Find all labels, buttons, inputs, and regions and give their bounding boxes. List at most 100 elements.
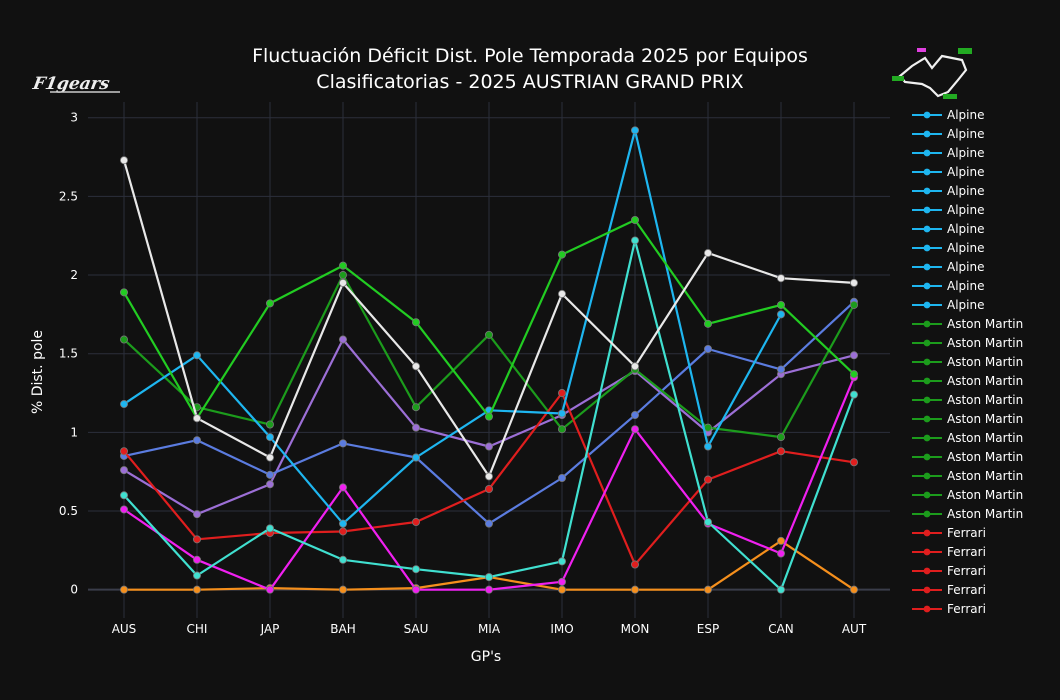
data-point[interactable] [120,447,129,456]
data-point[interactable] [338,271,347,280]
data-point[interactable] [192,571,201,580]
data-point[interactable] [777,300,786,309]
data-point[interactable] [850,300,859,309]
data-point[interactable] [777,549,786,558]
legend-item[interactable]: Alpine [912,241,984,255]
data-point[interactable] [777,310,786,319]
data-point[interactable] [192,351,201,360]
data-point[interactable] [265,585,274,594]
legend-item[interactable]: Ferrari [912,564,986,578]
data-point[interactable] [484,573,493,582]
data-point[interactable] [120,466,129,475]
data-point[interactable] [484,412,493,421]
data-point[interactable] [704,319,713,328]
data-point[interactable] [338,261,347,270]
data-point[interactable] [704,442,713,451]
data-point[interactable] [484,484,493,493]
data-point[interactable] [704,518,713,527]
data-point[interactable] [704,585,713,594]
data-point[interactable] [411,403,420,412]
data-point[interactable] [777,447,786,456]
legend-item[interactable]: Aston Martin [912,393,1023,407]
data-point[interactable] [631,585,640,594]
data-point[interactable] [850,390,859,399]
legend-item[interactable]: Aston Martin [912,355,1023,369]
data-point[interactable] [850,585,859,594]
data-point[interactable] [338,335,347,344]
legend-item[interactable]: Aston Martin [912,317,1023,331]
data-point[interactable] [484,442,493,451]
data-point[interactable] [484,519,493,528]
legend-item[interactable]: Ferrari [912,602,986,616]
legend-item[interactable]: Alpine [912,298,984,312]
data-point[interactable] [192,510,201,519]
legend-item[interactable]: Alpine [912,127,984,141]
legend-item[interactable]: Aston Martin [912,374,1023,388]
legend-item[interactable]: Aston Martin [912,507,1023,521]
legend-item[interactable]: Alpine [912,108,984,122]
data-point[interactable] [631,126,640,135]
data-point[interactable] [777,536,786,545]
data-point[interactable] [265,524,274,533]
data-point[interactable] [192,414,201,423]
data-point[interactable] [120,505,129,514]
data-point[interactable] [558,557,567,566]
data-point[interactable] [777,433,786,442]
data-point[interactable] [411,585,420,594]
data-point[interactable] [631,215,640,224]
data-point[interactable] [411,565,420,574]
data-point[interactable] [192,555,201,564]
data-point[interactable] [558,585,567,594]
data-point[interactable] [850,370,859,379]
data-point[interactable] [850,458,859,467]
data-point[interactable] [338,519,347,528]
data-point[interactable] [631,362,640,371]
data-point[interactable] [777,585,786,594]
data-point[interactable] [120,288,129,297]
data-point[interactable] [558,425,567,434]
legend-item[interactable]: Alpine [912,184,984,198]
legend-item[interactable]: Alpine [912,203,984,217]
data-point[interactable] [265,420,274,429]
legend-item[interactable]: Alpine [912,165,984,179]
data-point[interactable] [558,289,567,298]
data-point[interactable] [704,249,713,258]
data-point[interactable] [411,362,420,371]
data-point[interactable] [192,585,201,594]
legend-item[interactable]: Aston Martin [912,469,1023,483]
data-point[interactable] [192,535,201,544]
data-point[interactable] [484,585,493,594]
data-point[interactable] [265,453,274,462]
legend-item[interactable]: Alpine [912,222,984,236]
data-point[interactable] [120,585,129,594]
data-point[interactable] [631,425,640,434]
data-point[interactable] [338,278,347,287]
data-point[interactable] [411,518,420,527]
data-point[interactable] [850,278,859,287]
data-point[interactable] [631,411,640,420]
data-point[interactable] [192,436,201,445]
data-point[interactable] [411,318,420,327]
data-point[interactable] [631,236,640,245]
legend-item[interactable]: Alpine [912,146,984,160]
data-point[interactable] [338,555,347,564]
data-point[interactable] [338,439,347,448]
data-point[interactable] [411,453,420,462]
data-point[interactable] [558,250,567,259]
data-point[interactable] [338,527,347,536]
legend-item[interactable]: Aston Martin [912,336,1023,350]
data-point[interactable] [558,389,567,398]
data-point[interactable] [777,274,786,283]
data-point[interactable] [265,470,274,479]
data-point[interactable] [338,585,347,594]
data-point[interactable] [484,330,493,339]
legend-item[interactable]: Alpine [912,260,984,274]
data-point[interactable] [631,560,640,569]
data-point[interactable] [704,423,713,432]
legend-item[interactable]: Ferrari [912,526,986,540]
data-point[interactable] [120,335,129,344]
legend-item[interactable]: Ferrari [912,545,986,559]
data-point[interactable] [411,423,420,432]
legend-item[interactable]: Aston Martin [912,412,1023,426]
data-point[interactable] [120,400,129,409]
